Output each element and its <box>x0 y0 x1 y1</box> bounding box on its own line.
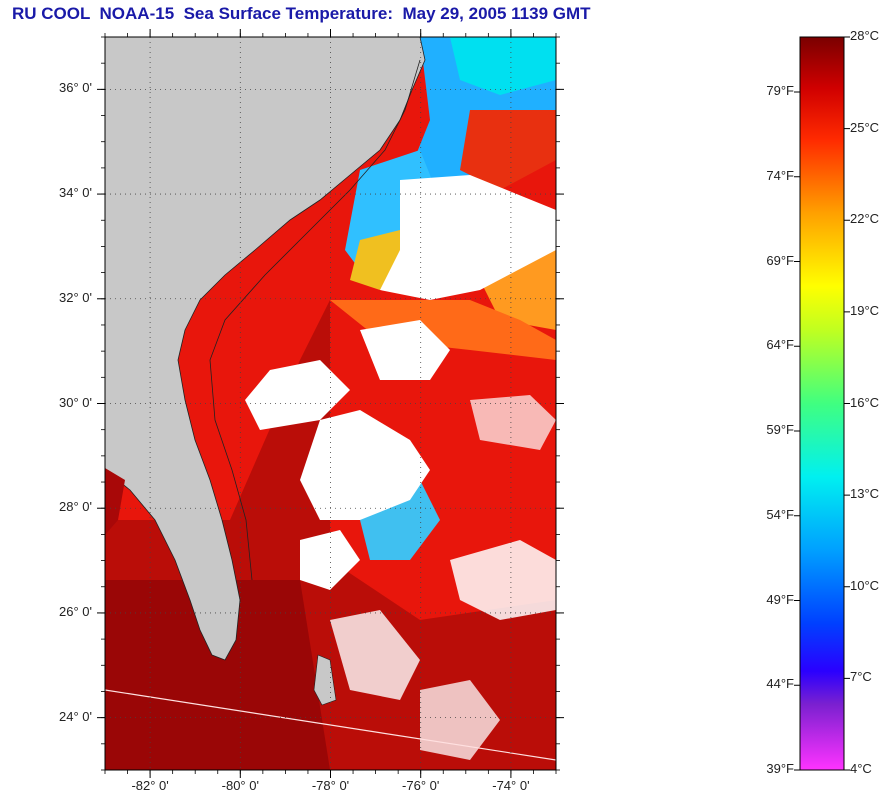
lat-tick-label: 36° 0' <box>59 80 92 96</box>
colorbar-fahrenheit-label: 44°F <box>766 676 794 692</box>
lon-tick-label: -80° 0' <box>221 778 259 793</box>
cold-eddy-south <box>360 480 440 560</box>
cold-water-north-2 <box>450 37 556 95</box>
frontal-band <box>330 300 556 360</box>
colorbar-celsius-label: 4°C <box>850 761 872 776</box>
lat-tick-label: 24° 0' <box>59 708 92 724</box>
colorbar-fahrenheit-label: 59°F <box>766 422 794 437</box>
colorbar-fahrenheit-label: 64°F <box>766 337 794 353</box>
colorbar-celsius-label: 13°C <box>850 486 880 502</box>
colorbar-fahrenheit-label: 74°F <box>766 167 794 183</box>
cloud-area-6 <box>300 530 360 590</box>
lon-tick-label: -78° 0' <box>311 778 350 793</box>
colorbar-celsius-label: 22°C <box>850 211 880 227</box>
warm-filament-north <box>460 110 556 190</box>
colorbar-celsius-label: 10°C <box>850 577 880 593</box>
temperature-colorbar <box>799 36 845 771</box>
cloud-area-3 <box>245 360 350 430</box>
cloud-area-1 <box>380 175 556 300</box>
colorbar-ticks <box>794 36 850 771</box>
colorbar-fahrenheit-label: 69°F <box>766 252 794 268</box>
lon-tick-label: -82° 0' <box>131 778 169 793</box>
graticule <box>105 37 556 770</box>
gulf-coast-water <box>105 468 125 535</box>
lat-tick-label: 30° 0' <box>59 394 92 410</box>
colorbar-fahrenheit-label: 49°F <box>766 591 794 607</box>
map-title: RU COOL NOAA-15 Sea Surface Temperature:… <box>12 4 591 23</box>
colorbar-celsius-label: 28°C <box>850 28 880 43</box>
cloud-area-9 <box>470 395 556 450</box>
colorbar-fahrenheit-label: 39°F <box>766 761 794 776</box>
cloud-area-2 <box>300 410 430 520</box>
colorbar-celsius-label: 7°C <box>850 669 872 685</box>
colorbar-fahrenheit-label: 54°F <box>766 506 794 522</box>
satellite-track <box>105 689 556 761</box>
colorbar-celsius-label: 19°C <box>850 302 880 318</box>
lat-tick-label: 28° 0' <box>59 499 92 515</box>
lat-tick-label: 34° 0' <box>59 185 92 201</box>
cloud-area-5 <box>450 540 556 620</box>
gulf-of-mexico-water <box>105 580 330 770</box>
cloud-area-7 <box>330 610 420 700</box>
lon-tick-label: -74° 0' <box>492 778 530 793</box>
lat-tick-label: 32° 0' <box>59 289 92 305</box>
lon-tick-label: -76° 0' <box>402 778 440 793</box>
lat-tick-label: 26° 0' <box>59 603 92 619</box>
colorbar-celsius-label: 25°C <box>850 119 880 135</box>
cloud-area-4 <box>360 320 450 380</box>
axis-ticks <box>97 29 564 778</box>
us-mainland <box>105 37 426 661</box>
cloud-area-8 <box>420 680 500 760</box>
colorbar-celsius-label: 16°C <box>850 394 880 410</box>
colorbar-fahrenheit-label: 79°F <box>766 83 794 98</box>
shelf-contour <box>209 59 421 581</box>
